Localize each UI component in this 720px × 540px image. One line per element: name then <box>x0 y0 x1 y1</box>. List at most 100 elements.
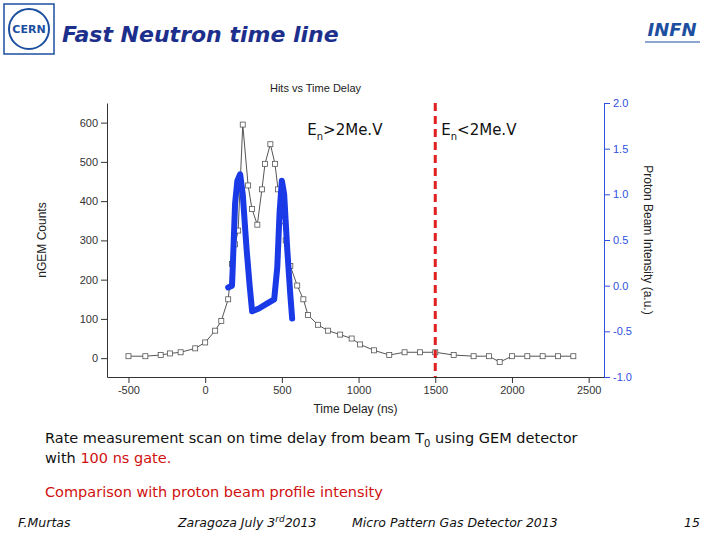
tick: 500 <box>273 377 291 396</box>
caption: with 100 ns gate. <box>45 450 171 466</box>
marker <box>167 351 172 356</box>
marker <box>126 354 131 359</box>
marker <box>213 328 218 333</box>
tick-mark <box>101 162 107 163</box>
annotation-part: >2Me.V <box>323 121 383 139</box>
marker <box>226 297 231 302</box>
y-axis-title: nGEM Counts <box>35 202 49 277</box>
marker <box>571 354 576 359</box>
tick-mark <box>604 377 610 378</box>
marker <box>272 161 277 166</box>
slide: CERNINFNFast Neutron time lineHits vs Ti… <box>0 0 720 540</box>
tick: 1500 <box>424 377 448 396</box>
marker <box>555 354 560 359</box>
footer-place-run: 2013 <box>285 515 317 530</box>
logo-ring <box>9 9 49 49</box>
marker <box>486 354 491 359</box>
tick-label: 100 <box>80 313 98 325</box>
tick-label: 500 <box>80 156 98 168</box>
tick-mark <box>604 194 610 195</box>
tick-mark <box>359 377 360 383</box>
tick: 0.0 <box>604 280 628 292</box>
tick: -500 <box>118 377 140 396</box>
tick-label: 500 <box>273 384 291 396</box>
footer-author: F.Murtas <box>18 515 71 530</box>
marker <box>471 354 476 359</box>
logo-box <box>4 4 54 54</box>
tick-label: 1500 <box>424 384 448 396</box>
caption-run: with <box>45 450 80 466</box>
tick-mark <box>101 123 107 124</box>
plot-area <box>126 103 576 377</box>
chart-title: Hits vs Time Delay <box>270 82 362 94</box>
series-line <box>228 174 292 318</box>
marker <box>417 350 422 355</box>
annotation-part: <2Me.V <box>457 121 517 139</box>
y-axis: 0 100 200 300 400 500 600 <box>80 104 108 378</box>
y2-axis: 2.0 1.5 1.0 0.5 0.0 -0.5 -1.0 <box>604 97 632 383</box>
marker <box>525 354 530 359</box>
tick-label: 600 <box>80 117 98 129</box>
tick-mark <box>101 280 107 281</box>
tick: -1.0 <box>604 371 632 383</box>
threshold-line <box>434 103 437 377</box>
tick-label: 200 <box>80 274 98 286</box>
marker <box>540 354 545 359</box>
marker <box>305 312 310 317</box>
tick-mark <box>282 377 283 383</box>
marker <box>315 322 320 327</box>
tick-mark <box>512 377 513 383</box>
logo-text: CERN <box>12 23 45 36</box>
x-axis: -500 0 500 1000 1500 2000 2500 <box>108 377 605 396</box>
tick: 300 <box>80 234 107 246</box>
tick-label: -0.5 <box>613 325 632 337</box>
tick: 0 <box>203 377 209 396</box>
caption: Rate measurement scan on time delay from… <box>45 430 578 449</box>
tick-label: -500 <box>118 384 140 396</box>
tick-mark <box>101 201 107 202</box>
tick-label: 1.5 <box>613 143 628 155</box>
tick-label: 1.0 <box>613 188 628 200</box>
tick-mark <box>604 331 610 332</box>
tick-mark <box>128 377 129 383</box>
tick-label: 2000 <box>500 384 524 396</box>
y2-axis-title: Proton Beam Intensity (a.u.) <box>641 165 655 314</box>
axis-line <box>107 104 108 378</box>
chart: Hits vs Time Delay-500050010001500200025… <box>35 82 655 416</box>
footer-event: Micro Pattern Gas Detector 2013 <box>352 515 558 530</box>
marker <box>295 283 300 288</box>
tick-mark <box>604 286 610 287</box>
marker <box>255 222 260 227</box>
tick: 500 <box>80 156 107 168</box>
tick: 0 <box>92 352 107 364</box>
tick: 0.5 <box>604 234 628 246</box>
tick: 2000 <box>500 377 524 396</box>
tick: 100 <box>80 313 107 325</box>
tick-mark <box>604 149 610 150</box>
tick: 200 <box>80 274 107 286</box>
marker <box>325 328 330 333</box>
tick-label: 400 <box>80 195 98 207</box>
infn-logo: INFN <box>645 19 700 42</box>
annotation: En<2Me.V <box>441 121 517 142</box>
annotation-part: E <box>441 121 450 139</box>
tick-mark <box>604 240 610 241</box>
logo-rule <box>645 42 700 43</box>
tick-mark <box>205 377 206 383</box>
caption-run: 100 ns gate. <box>80 450 171 466</box>
marker <box>158 353 163 358</box>
tick-mark <box>604 103 610 104</box>
marker <box>509 354 514 359</box>
marker <box>240 122 245 127</box>
tick-label: 2500 <box>577 384 601 396</box>
tick: 1.5 <box>604 143 628 155</box>
tick: 600 <box>80 117 107 129</box>
tick-label: 1000 <box>347 384 371 396</box>
tick-label: 2.0 <box>613 97 628 109</box>
logo-text: INFN <box>647 19 696 40</box>
marker <box>268 142 273 147</box>
tick-label: 0.5 <box>613 234 628 246</box>
footer-page: 15 <box>684 515 700 530</box>
marker <box>349 336 354 341</box>
tick-label: 0 <box>203 384 209 396</box>
